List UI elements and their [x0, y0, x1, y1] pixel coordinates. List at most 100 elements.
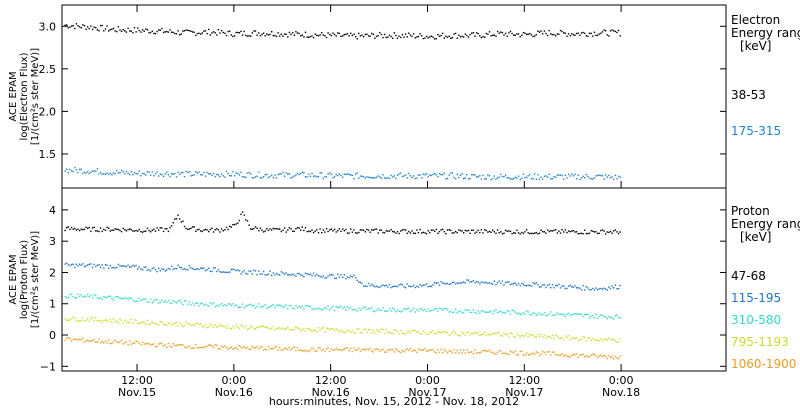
data-point — [329, 172, 331, 174]
data-point — [253, 30, 255, 32]
data-point — [116, 266, 118, 269]
data-point — [540, 30, 542, 32]
data-point — [398, 350, 400, 353]
data-point — [362, 229, 365, 231]
data-point — [569, 338, 571, 341]
data-point — [511, 283, 513, 285]
data-point — [222, 271, 224, 273]
data-point — [180, 266, 182, 269]
legend-title-line: Electron — [731, 13, 780, 27]
data-point — [296, 227, 299, 229]
data-point — [555, 284, 557, 287]
data-point — [398, 232, 400, 235]
data-point — [371, 307, 373, 309]
data-point — [358, 281, 360, 283]
data-point — [156, 323, 158, 326]
data-point — [582, 233, 584, 235]
data-point — [112, 172, 115, 174]
data-point — [120, 297, 123, 300]
data-point — [388, 230, 391, 232]
data-point — [279, 274, 281, 276]
x-tick-date-label: Nov.18 — [602, 386, 640, 399]
data-point — [119, 172, 121, 174]
data-point — [99, 171, 102, 174]
data-point — [609, 356, 612, 359]
data-point — [201, 230, 203, 233]
data-point — [516, 177, 518, 179]
data-point — [111, 321, 113, 323]
data-point — [424, 232, 426, 234]
data-point — [298, 173, 300, 176]
data-point — [464, 229, 466, 232]
data-point — [154, 269, 157, 271]
data-point — [151, 267, 153, 270]
data-point — [238, 345, 241, 347]
data-point — [172, 300, 174, 302]
data-point — [174, 172, 176, 175]
data-point — [484, 349, 486, 352]
data-point — [124, 342, 126, 344]
data-point — [138, 322, 140, 325]
data-point — [253, 269, 255, 271]
data-point — [456, 334, 458, 336]
x-tick-time-label: 0:00 — [609, 374, 634, 387]
data-point — [542, 178, 544, 180]
data-point — [559, 174, 562, 176]
data-point — [243, 345, 245, 348]
data-point — [588, 337, 591, 339]
data-point — [404, 33, 407, 35]
data-point — [429, 332, 431, 334]
data-point — [70, 226, 73, 229]
data-point — [219, 176, 221, 178]
data-point — [132, 322, 134, 324]
data-point — [258, 303, 260, 305]
data-point — [377, 175, 379, 177]
data-point — [74, 166, 76, 169]
data-point — [137, 340, 139, 343]
y-axis-title-line: [1/(cm²s ster MeV)] — [30, 231, 41, 328]
data-point — [264, 174, 266, 176]
data-point — [266, 274, 268, 276]
data-point — [335, 327, 337, 330]
legend-entry: 47-68 — [731, 269, 766, 283]
data-point — [182, 344, 184, 346]
data-point — [490, 351, 492, 353]
data-point — [188, 345, 191, 347]
data-point — [387, 349, 389, 351]
data-point — [451, 281, 454, 284]
data-point — [227, 30, 229, 33]
data-point — [91, 297, 94, 299]
data-point — [390, 348, 392, 351]
data-point — [241, 325, 244, 327]
data-point — [327, 328, 329, 330]
data-point — [109, 295, 111, 297]
data-point — [500, 350, 502, 352]
data-point — [321, 232, 323, 234]
data-point — [561, 336, 563, 339]
data-point — [340, 35, 342, 37]
data-point — [466, 331, 468, 334]
data-point — [608, 354, 610, 357]
data-point — [572, 175, 575, 177]
data-point — [477, 351, 479, 354]
data-point — [188, 323, 191, 325]
data-point — [540, 229, 542, 231]
data-point — [545, 32, 547, 35]
data-point — [230, 175, 232, 177]
data-point — [324, 277, 326, 279]
data-point — [169, 302, 171, 304]
data-point — [532, 312, 534, 314]
data-point — [406, 232, 408, 234]
data-point — [140, 175, 142, 177]
data-point — [170, 346, 173, 348]
data-point — [345, 331, 347, 333]
data-point — [104, 319, 107, 321]
data-point — [456, 173, 458, 176]
data-point — [613, 30, 615, 32]
data-point — [427, 230, 429, 232]
data-point — [592, 315, 594, 317]
data-point — [558, 337, 560, 340]
data-point — [109, 172, 111, 174]
x-axis-label: hours:minutes, Nov. 15, 2012 - Nov. 18, … — [269, 395, 519, 408]
